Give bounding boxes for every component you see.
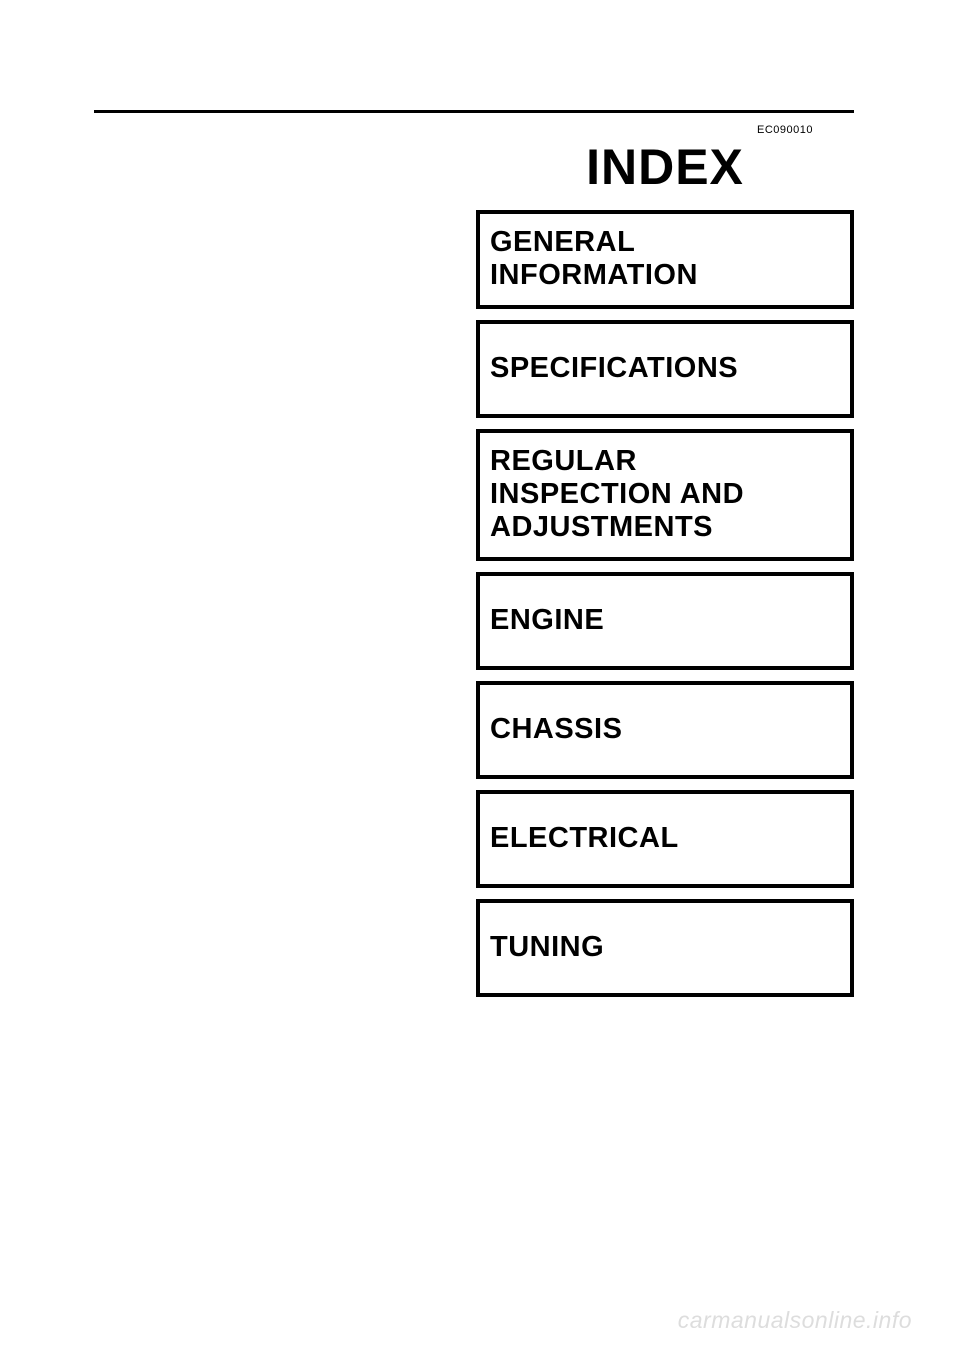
section-label: SPECIFICATIONS <box>490 352 738 385</box>
section-label: CHASSIS <box>490 713 622 746</box>
section-label-line: ENGINE <box>490 604 604 636</box>
section-label-line: GENERAL <box>490 226 635 258</box>
section-label: GENERAL INFORMATION <box>490 226 698 293</box>
section-label: ELECTRICAL <box>490 822 679 855</box>
section-label: REGULAR INSPECTION AND ADJUSTMENTS <box>490 445 744 545</box>
section-chassis[interactable]: CHASSIS <box>476 681 854 779</box>
section-electrical[interactable]: ELECTRICAL <box>476 790 854 888</box>
section-tuning[interactable]: TUNING <box>476 899 854 997</box>
section-label-line: TUNING <box>490 931 604 963</box>
section-specifications[interactable]: SPECIFICATIONS <box>476 320 854 418</box>
section-label-line: SPECIFICATIONS <box>490 352 738 384</box>
section-regular-inspection[interactable]: REGULAR INSPECTION AND ADJUSTMENTS <box>476 429 854 561</box>
section-label-line: ADJUSTMENTS <box>490 511 713 543</box>
section-general-information[interactable]: GENERAL INFORMATION <box>476 210 854 309</box>
header-rule <box>94 110 854 113</box>
page-title: INDEX <box>476 138 854 196</box>
watermark: carmanualsonline.info <box>678 1307 912 1334</box>
section-label-line: INSPECTION AND <box>490 478 744 510</box>
section-label-line: INFORMATION <box>490 259 698 291</box>
section-label: TUNING <box>490 931 604 964</box>
index-column: EC090010 INDEX GENERAL INFORMATION SPECI… <box>476 124 854 1008</box>
section-label-line: REGULAR <box>490 445 637 477</box>
section-label-line: CHASSIS <box>490 713 622 745</box>
manual-page: EC090010 INDEX GENERAL INFORMATION SPECI… <box>0 0 960 1358</box>
section-label-line: ELECTRICAL <box>490 822 679 854</box>
document-code: EC090010 <box>716 124 854 136</box>
section-engine[interactable]: ENGINE <box>476 572 854 670</box>
section-label: ENGINE <box>490 604 604 637</box>
